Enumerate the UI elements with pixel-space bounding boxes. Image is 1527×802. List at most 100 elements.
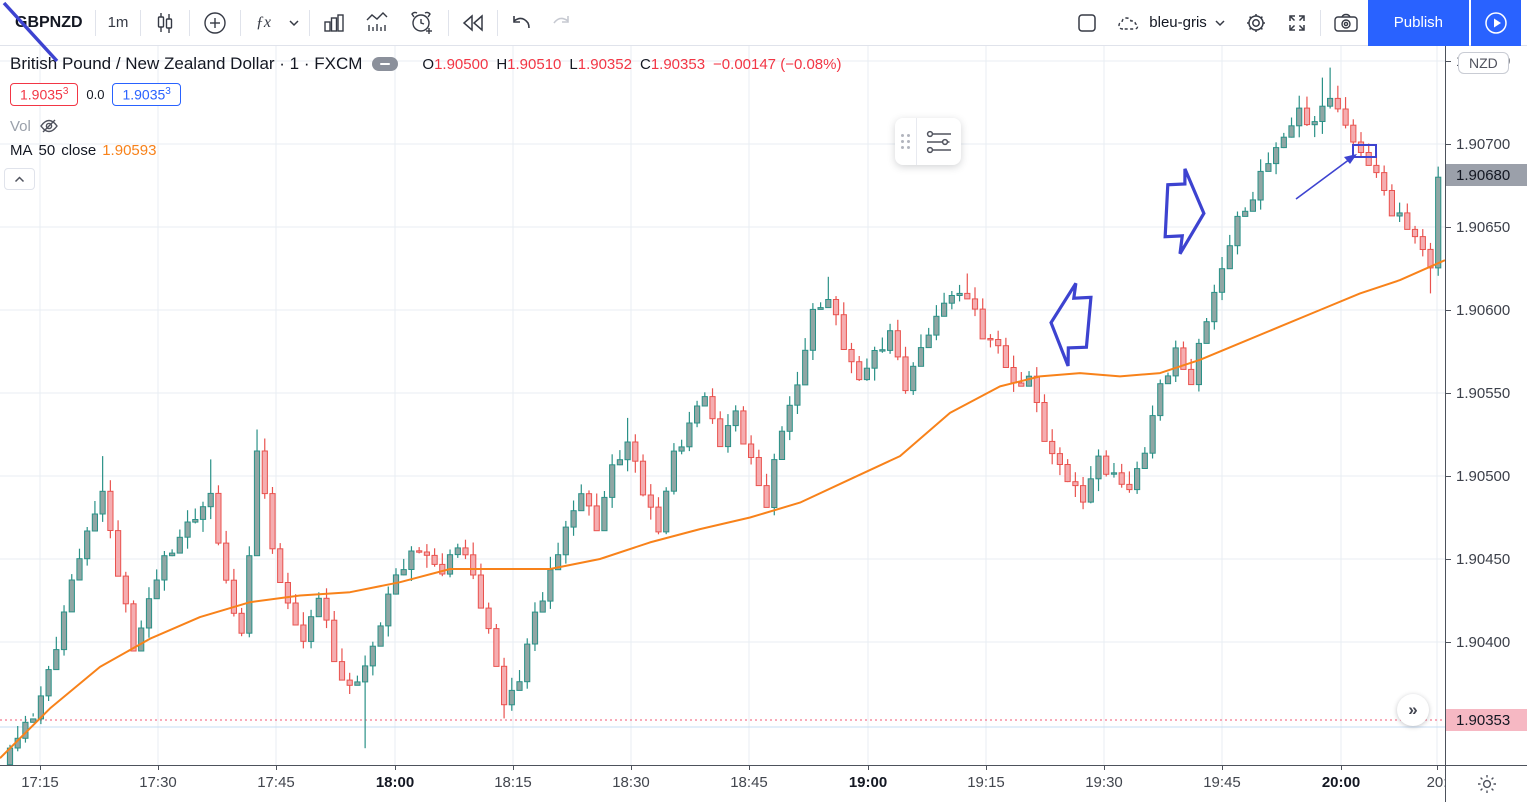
symbol-title[interactable]: British Pound / New Zealand Dollar · 1 ·… bbox=[10, 54, 363, 73]
candle bbox=[1095, 455, 1102, 480]
fullscreen-button[interactable] bbox=[1277, 4, 1317, 42]
open-label: O bbox=[422, 55, 435, 73]
candle bbox=[300, 624, 307, 642]
indicators-dropdown-button[interactable] bbox=[282, 4, 306, 42]
candle bbox=[547, 569, 554, 602]
price-chart bbox=[0, 46, 1445, 765]
candle bbox=[1164, 375, 1172, 385]
candle bbox=[1110, 472, 1118, 475]
bid-price-button[interactable]: 1.90353 bbox=[10, 83, 79, 106]
candle bbox=[964, 292, 971, 300]
high-value: 1.90510 bbox=[507, 55, 562, 73]
fullscreen-icon bbox=[1289, 14, 1305, 31]
candle bbox=[778, 430, 786, 461]
candle bbox=[462, 547, 469, 556]
candle bbox=[1010, 367, 1017, 384]
candle bbox=[346, 679, 353, 686]
price-axis[interactable]: NZD 1.90680 1.90353 1.907501.907001.9065… bbox=[1445, 46, 1527, 765]
gear-icon bbox=[1246, 13, 1265, 32]
settings-button[interactable] bbox=[1235, 4, 1277, 42]
candle bbox=[1427, 248, 1434, 269]
candle bbox=[647, 494, 654, 508]
candle bbox=[1118, 472, 1125, 485]
candle bbox=[1288, 125, 1295, 138]
candle bbox=[261, 450, 268, 495]
spread-value: 0.0 bbox=[86, 86, 105, 102]
compare-button[interactable] bbox=[193, 4, 237, 42]
candle bbox=[501, 665, 508, 706]
candle bbox=[971, 298, 979, 310]
candle bbox=[910, 365, 917, 392]
separator bbox=[309, 9, 311, 36]
separator bbox=[1319, 9, 1321, 36]
candle bbox=[431, 554, 438, 565]
currency-badge[interactable]: NZD bbox=[1458, 52, 1509, 74]
forecast-button[interactable] bbox=[355, 4, 399, 42]
drag-handle[interactable] bbox=[895, 118, 917, 165]
more-panels-button[interactable]: » bbox=[1397, 694, 1429, 726]
ma-label[interactable]: MA bbox=[10, 141, 33, 159]
low-label: L bbox=[569, 55, 578, 73]
publish-expand-button[interactable] bbox=[1471, 0, 1521, 46]
candle bbox=[639, 460, 647, 496]
candle bbox=[230, 579, 238, 614]
layout-name-button[interactable]: bleu-gris bbox=[1107, 4, 1235, 42]
axis-corner[interactable] bbox=[1445, 765, 1527, 802]
candle bbox=[207, 492, 214, 508]
publish-button[interactable]: Publish bbox=[1367, 0, 1469, 46]
candle bbox=[755, 457, 762, 487]
candle bbox=[539, 600, 546, 613]
candle bbox=[308, 616, 315, 642]
time-axis[interactable]: 17:15 17:30 17:45 18:00 18:15 18:30 18:45 19:00… bbox=[0, 765, 1445, 802]
chart-pane[interactable]: British Pound / New Zealand Dollar · 1 ·… bbox=[0, 46, 1445, 765]
candle bbox=[377, 625, 384, 647]
candle bbox=[153, 579, 160, 600]
candle bbox=[91, 513, 99, 532]
candle bbox=[315, 597, 322, 618]
candle bbox=[925, 334, 932, 349]
candle bbox=[323, 597, 330, 621]
chart-style-button[interactable] bbox=[144, 4, 186, 42]
interval-button[interactable]: 1m bbox=[107, 14, 129, 31]
candle bbox=[562, 526, 569, 556]
redo-button[interactable] bbox=[541, 4, 581, 42]
candle bbox=[1087, 478, 1094, 503]
candle bbox=[825, 299, 832, 309]
candle bbox=[1103, 455, 1110, 475]
play-circle-icon bbox=[1485, 11, 1507, 34]
volume-label[interactable]: Vol bbox=[10, 117, 31, 135]
candle bbox=[570, 510, 577, 528]
candle bbox=[1303, 107, 1311, 126]
ma-line bbox=[0, 259, 1445, 759]
candlestick-icon bbox=[158, 12, 173, 33]
candle bbox=[694, 405, 701, 424]
candle bbox=[678, 446, 685, 452]
symbol-button[interactable]: GBPNZD bbox=[15, 13, 83, 31]
replay-button[interactable] bbox=[452, 4, 494, 42]
snapshot-button[interactable] bbox=[1324, 4, 1368, 42]
redo-icon bbox=[553, 15, 570, 24]
legend-collapse-button[interactable] bbox=[4, 168, 35, 190]
ask-price-button[interactable]: 1.90353 bbox=[112, 83, 181, 106]
floating-drawing-toolbar bbox=[895, 118, 961, 165]
drawing-settings-button[interactable] bbox=[917, 129, 961, 155]
indicators-button[interactable]: ƒx bbox=[244, 4, 282, 42]
candle bbox=[1195, 342, 1203, 386]
templates-button[interactable] bbox=[313, 4, 355, 42]
candle bbox=[524, 643, 531, 683]
undo-button[interactable] bbox=[501, 4, 541, 42]
alert-button[interactable] bbox=[399, 4, 445, 42]
candle bbox=[84, 530, 91, 560]
candle bbox=[130, 603, 137, 652]
chevron-up-icon bbox=[14, 175, 25, 182]
legend-minus-icon[interactable] bbox=[372, 57, 399, 71]
time-tick-label: 19:00 bbox=[838, 766, 898, 791]
eye-off-icon[interactable] bbox=[39, 118, 59, 134]
time-tick-label: 19:30 bbox=[1074, 766, 1134, 791]
candle bbox=[670, 450, 677, 492]
candle bbox=[192, 519, 199, 523]
layout-button[interactable] bbox=[1067, 4, 1107, 42]
candle bbox=[1388, 190, 1396, 217]
candle bbox=[400, 569, 407, 576]
